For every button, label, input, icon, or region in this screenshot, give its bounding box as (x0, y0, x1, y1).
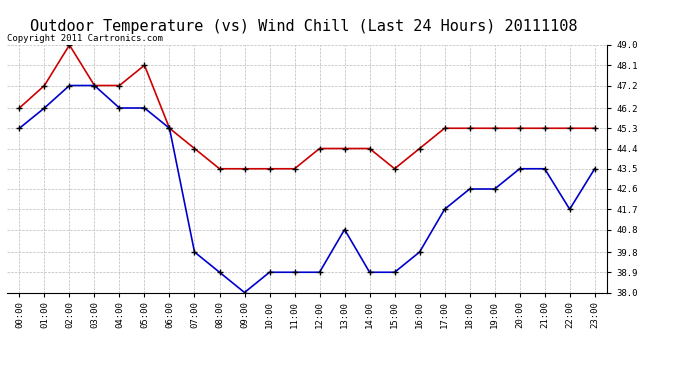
Text: Copyright 2011 Cartronics.com: Copyright 2011 Cartronics.com (7, 33, 163, 42)
Text: Outdoor Temperature (vs) Wind Chill (Last 24 Hours) 20111108: Outdoor Temperature (vs) Wind Chill (Las… (30, 19, 578, 34)
